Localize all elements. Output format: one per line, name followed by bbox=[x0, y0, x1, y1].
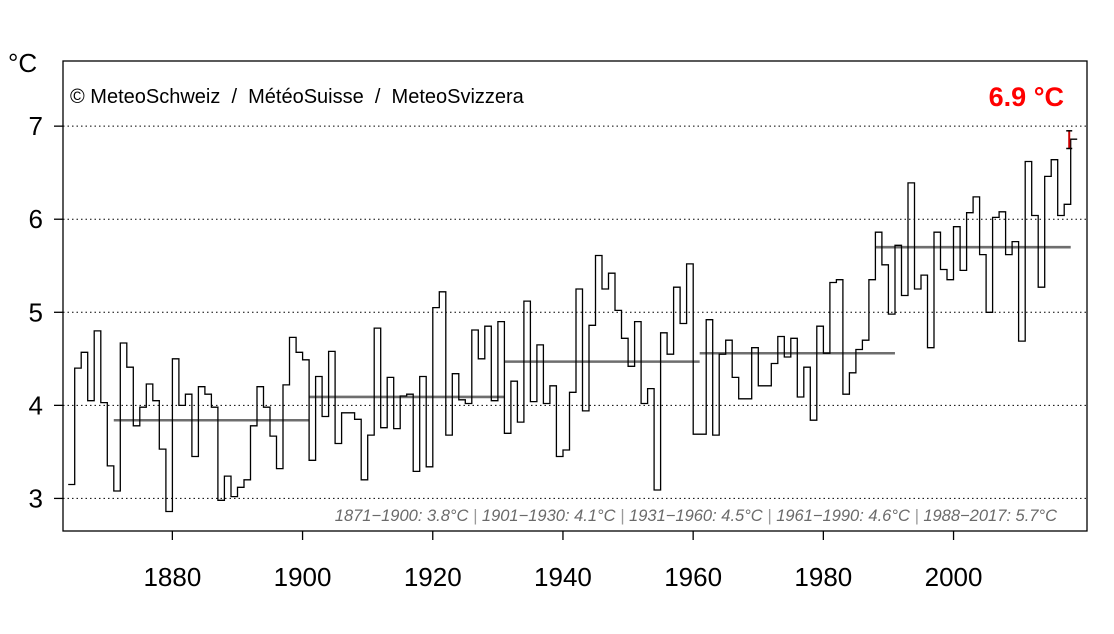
y-tick-label: 6 bbox=[29, 204, 43, 234]
separator: | bbox=[763, 507, 776, 525]
y-tick-label: 5 bbox=[29, 297, 43, 327]
x-tick-label: 1920 bbox=[404, 562, 462, 592]
x-tick-label: 1880 bbox=[143, 562, 201, 592]
normal-label: 1961−1990: 4.6°C bbox=[776, 507, 910, 525]
temperature-series bbox=[68, 138, 1078, 513]
normal-label: 1901−1930: 4.1°C bbox=[482, 507, 616, 525]
y-tick-label: 3 bbox=[29, 483, 43, 513]
x-tick-label: 1940 bbox=[534, 562, 592, 592]
annual-mean-line bbox=[68, 138, 1078, 513]
separator: | bbox=[910, 507, 923, 525]
y-tick-label: 7 bbox=[29, 111, 43, 141]
x-tick-label: 2000 bbox=[925, 562, 983, 592]
normal-label: 1871−1900: 3.8°C bbox=[335, 507, 469, 525]
y-tick-label: 4 bbox=[29, 390, 43, 420]
normals-footnote: 1871−1900: 3.8°C | 1901−1930: 4.1°C | 19… bbox=[335, 507, 1057, 525]
plot-frame bbox=[62, 60, 1088, 532]
latest-value-label: 6.9 °C bbox=[989, 82, 1064, 112]
y-axis: 3 4 5 6 7 bbox=[29, 111, 63, 513]
x-axis: 1880 1900 1920 1940 1960 1980 2000 bbox=[143, 531, 982, 592]
normal-label: 1931−1960: 4.5°C bbox=[629, 507, 763, 525]
copyright-text: © MeteoSchweiz / MétéoSuisse / MeteoSviz… bbox=[70, 86, 525, 108]
separator: | bbox=[616, 507, 629, 525]
x-tick-label: 1980 bbox=[794, 562, 852, 592]
latest-value-marker bbox=[1066, 130, 1073, 150]
y-axis-unit: °C bbox=[8, 48, 37, 78]
x-tick-label: 1900 bbox=[274, 562, 332, 592]
normal-label: 1988−2017: 5.7°C bbox=[923, 507, 1057, 525]
x-tick-label: 1960 bbox=[664, 562, 722, 592]
separator: | bbox=[468, 507, 481, 525]
